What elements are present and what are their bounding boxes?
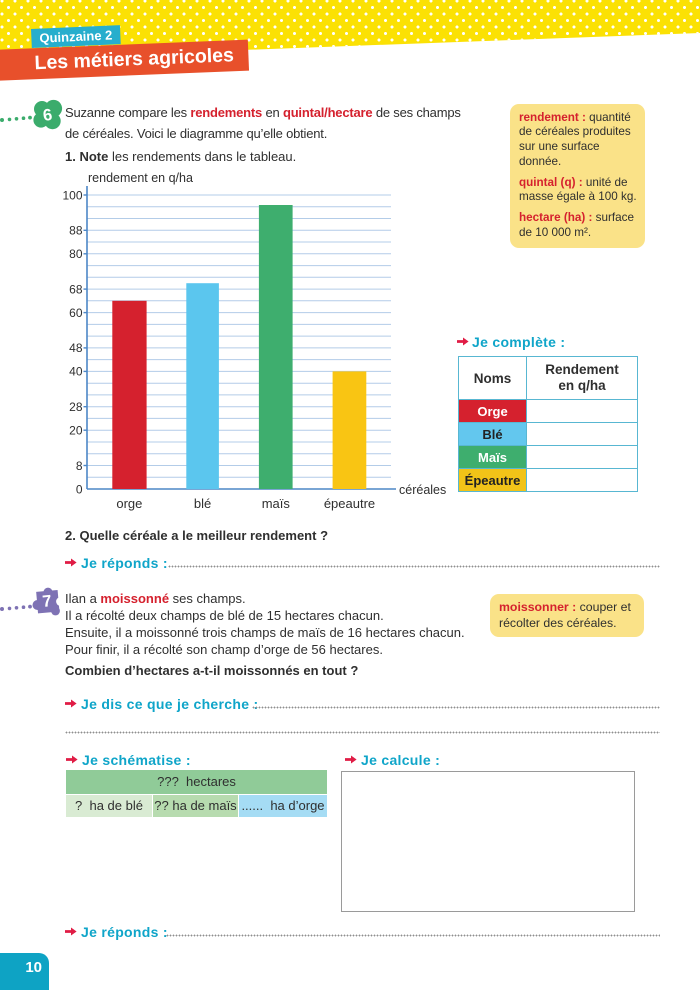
svg-text:blé: blé [194, 496, 211, 511]
svg-text:7: 7 [42, 592, 53, 611]
svg-text:rendement en q/ha: rendement en q/ha [88, 171, 193, 185]
svg-text:20: 20 [69, 424, 83, 438]
svg-text:48: 48 [69, 341, 83, 355]
svg-text:40: 40 [69, 365, 83, 379]
svg-text:6: 6 [42, 106, 54, 125]
svg-text:orge: orge [116, 496, 142, 511]
svg-text:8: 8 [76, 459, 83, 473]
svg-text:28: 28 [69, 400, 83, 414]
svg-text:60: 60 [69, 306, 83, 320]
svg-text:céréales: céréales [399, 483, 446, 497]
svg-text:80: 80 [69, 247, 83, 261]
svg-text:maïs: maïs [262, 496, 291, 511]
svg-text:100: 100 [62, 188, 82, 202]
svg-text:68: 68 [69, 282, 83, 296]
svg-text:88: 88 [69, 224, 83, 238]
svg-text:épeautre: épeautre [324, 496, 375, 511]
svg-text:0: 0 [76, 482, 83, 496]
